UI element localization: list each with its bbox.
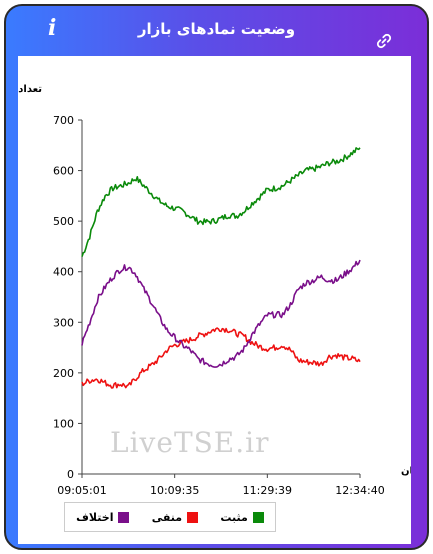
y-tick-label: 300	[53, 316, 74, 329]
y-tick-label: 200	[53, 367, 74, 380]
legend-swatch	[187, 511, 199, 523]
y-tick-label: 600	[53, 165, 74, 178]
x-tick-label: 11:29:39	[243, 484, 292, 497]
x-tick-label: 09:05:01	[57, 484, 106, 497]
y-tick-label: 400	[53, 266, 74, 279]
legend-swatch	[252, 511, 264, 523]
y-tick-label: 700	[53, 114, 74, 127]
chart-card: i وضعیت نمادهای بازار تعداد نماد زمان 0 1…	[4, 4, 429, 550]
series-line	[81, 259, 361, 368]
x-axis-label: زمان	[401, 466, 411, 477]
legend-item[interactable]: اختلاف	[76, 510, 130, 524]
y-tick-label: 500	[53, 215, 74, 228]
chart-lines	[81, 147, 361, 389]
legend-label: مثبت	[220, 510, 248, 524]
x-tick-label: 10:09:35	[150, 484, 199, 497]
y-axis-label: تعداد نماد	[18, 84, 42, 95]
legend-item[interactable]: مثبت	[220, 510, 264, 524]
y-tick-label: 100	[53, 417, 74, 430]
line-chart: تعداد نماد زمان 0 100 200 300 400 500 600 700 09…	[6, 84, 425, 497]
legend-swatch	[118, 511, 130, 523]
watermark: LiveTSE.ir	[110, 426, 270, 459]
chart-panel: تعداد نماد زمان 0 100 200 300 400 500 600 700 09…	[6, 56, 425, 544]
chart-axes: 0 100 200 300 400 500 600 700 09:05:01 10:09:35 11…	[53, 114, 385, 497]
series-line	[81, 147, 361, 257]
legend-label: منفی	[151, 510, 183, 524]
chart-legend: مثبت منفی اختلاف	[64, 502, 276, 532]
legend-item[interactable]: منفی	[151, 510, 199, 524]
info-icon[interactable]: i	[48, 15, 57, 41]
card-header: i وضعیت نمادهای بازار	[6, 6, 427, 56]
legend-label: اختلاف	[76, 510, 114, 524]
page-title: وضعیت نمادهای بازار	[137, 20, 296, 38]
x-tick-label: 12:34:40	[335, 484, 384, 497]
series-line	[81, 327, 361, 389]
y-tick-label: 0	[67, 468, 74, 481]
link-icon[interactable]	[375, 32, 393, 50]
